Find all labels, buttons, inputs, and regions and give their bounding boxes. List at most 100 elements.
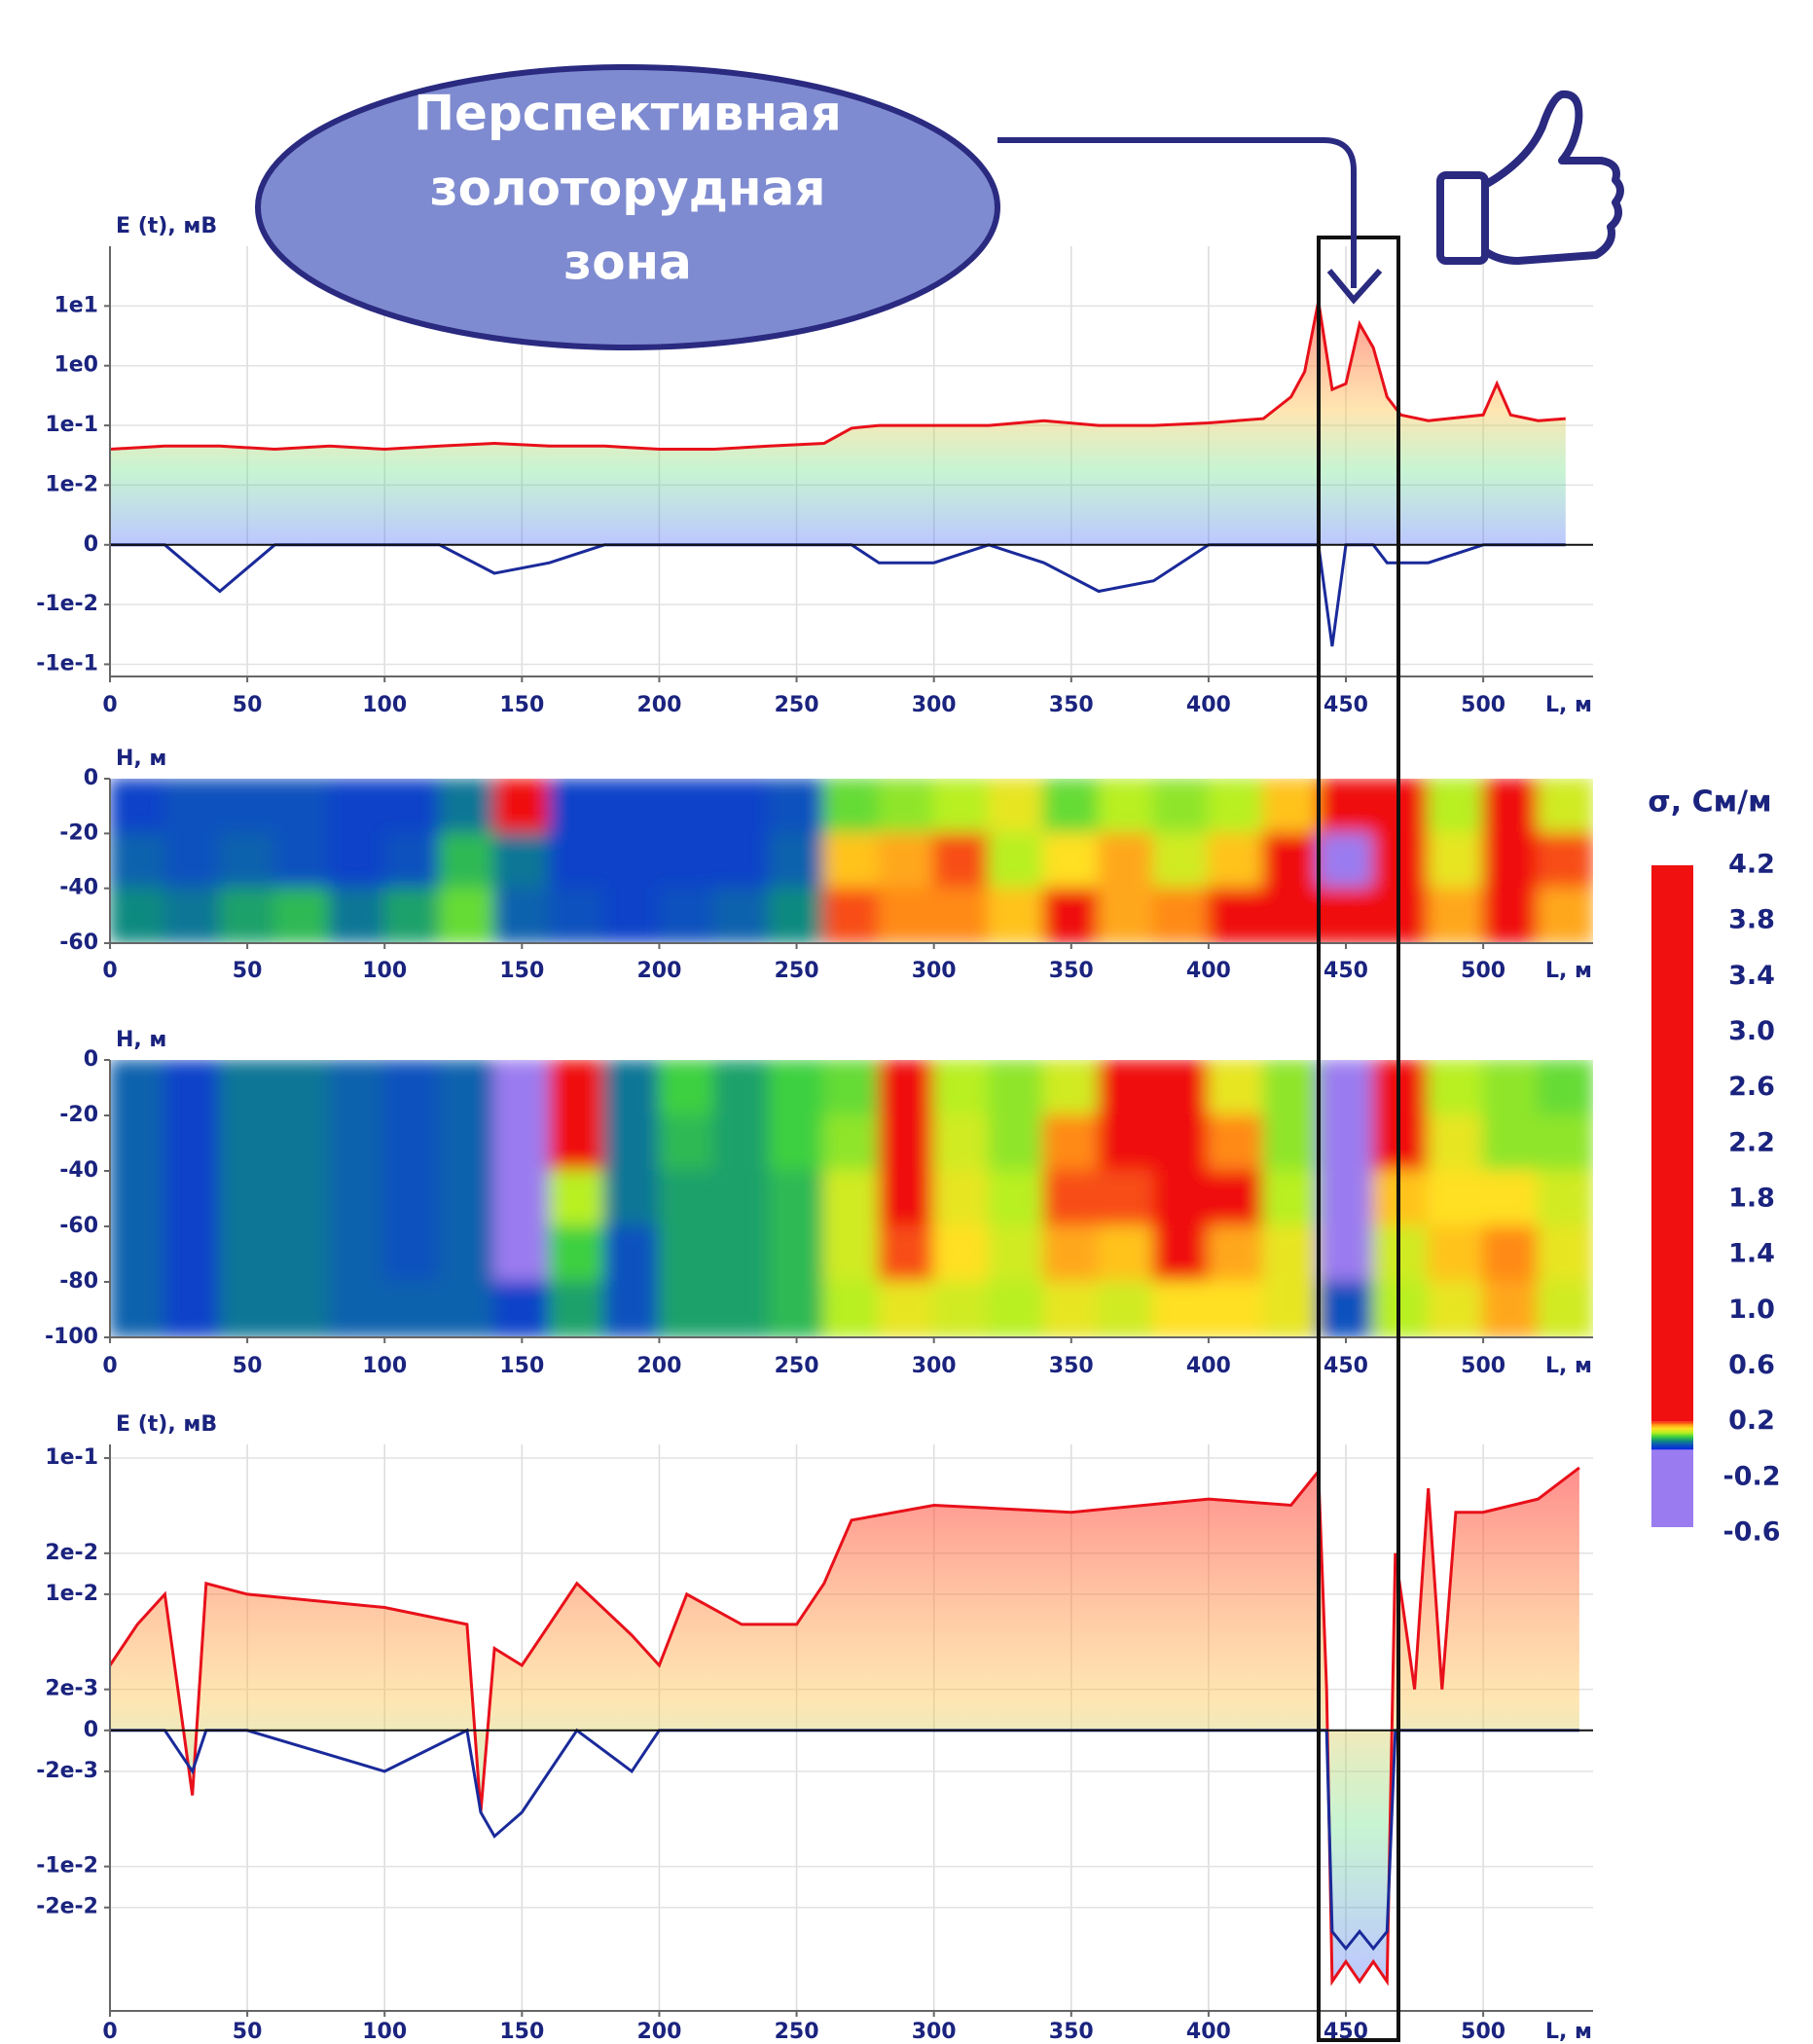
x-tick-label: 450 <box>1323 959 1368 983</box>
heat-cell <box>822 887 881 943</box>
heat-cell <box>1042 1281 1100 1337</box>
arrow-head <box>1326 268 1383 305</box>
colorbar-segment <box>1651 1440 1693 1442</box>
heat-cell <box>932 779 991 835</box>
colorbar-tick-label: 1.4 <box>1728 1239 1775 1269</box>
heat-cell <box>712 1060 771 1116</box>
heat-cell <box>1427 1060 1485 1116</box>
x-tick-label: 50 <box>233 959 263 983</box>
heat-cell <box>1262 832 1320 890</box>
heat-cell <box>328 1225 386 1283</box>
heat-cell <box>438 887 496 943</box>
y-tick-label: 0 <box>84 1718 98 1742</box>
heat-cell <box>163 1170 221 1227</box>
heat-cell <box>932 1060 991 1116</box>
heat-cell <box>493 1060 551 1116</box>
colorbar-tick-label: 3.0 <box>1728 1016 1775 1046</box>
heat-cell <box>712 1281 771 1337</box>
colorbar-segment <box>1651 865 1693 1422</box>
x-tick-label: 200 <box>636 693 681 717</box>
heat-cell <box>1262 1225 1320 1283</box>
heat-cell <box>1427 887 1485 943</box>
x-tick-label: 300 <box>912 1354 957 1378</box>
heat-cell <box>1098 1060 1155 1116</box>
heat-cell <box>1152 887 1210 943</box>
heat-cell <box>1317 887 1375 943</box>
heat-cell <box>988 832 1045 890</box>
heat-cell <box>383 1170 441 1227</box>
x-tick-label: 500 <box>1461 959 1505 983</box>
y-tick-label: -100 <box>45 1325 98 1349</box>
y-tick-label: 0 <box>84 1047 98 1072</box>
heat-cell <box>1537 1225 1593 1283</box>
heat-cell <box>1537 1060 1593 1116</box>
heat-cell <box>878 832 935 890</box>
x-tick-label: 150 <box>499 959 544 983</box>
heat-cell <box>1098 887 1155 943</box>
heat-cell <box>1098 1170 1155 1227</box>
heat-cell <box>218 887 276 943</box>
x-tick-label: 150 <box>499 2020 544 2044</box>
heat-cell <box>658 1281 715 1337</box>
heat-cell <box>1482 1281 1540 1337</box>
heat-cell <box>712 887 771 943</box>
heat-cell <box>658 779 715 835</box>
heat-cell <box>218 832 276 890</box>
y-tick-label: 2e-2 <box>45 1541 98 1565</box>
zone-frame <box>1317 236 1400 2042</box>
heat-cell <box>328 779 386 835</box>
colorbar-tick-label: -0.6 <box>1722 1517 1780 1548</box>
heat-cell <box>383 1060 441 1116</box>
x-tick-label: 100 <box>362 959 407 983</box>
heat-cell <box>1042 1225 1100 1283</box>
heat-cell <box>383 779 441 835</box>
heat-cell <box>878 1225 935 1283</box>
heat-cell <box>1482 832 1540 890</box>
heat-cell <box>1042 1170 1100 1227</box>
heat-cell <box>383 832 441 890</box>
heat-cell <box>988 1060 1045 1116</box>
colorbar-segment <box>1651 1433 1693 1436</box>
heat-cell <box>1152 1060 1210 1116</box>
heat-cell <box>878 887 935 943</box>
heat-cell <box>218 1170 276 1227</box>
heat-cell <box>712 1114 771 1172</box>
x-tick-label: 250 <box>775 2020 819 2044</box>
x-tick-label: 50 <box>233 1354 263 1378</box>
heat-cell <box>1372 1114 1430 1172</box>
heat-cell <box>1042 779 1100 835</box>
heat-cell <box>932 887 991 943</box>
y-tick-label: -80 <box>59 1269 98 1294</box>
heat-cell <box>163 1060 221 1116</box>
heat-cell <box>1372 1281 1430 1337</box>
x-tick-label: 400 <box>1186 1354 1231 1378</box>
heat-cell <box>1427 1225 1485 1283</box>
x-tick-label: 0 <box>102 693 117 717</box>
heat-cell <box>1152 1170 1210 1227</box>
heat-cell <box>1098 1114 1155 1172</box>
heat-cell <box>1372 832 1430 890</box>
x-tick-label: 50 <box>233 2020 263 2044</box>
heat-cell <box>1262 1170 1320 1227</box>
heat-cell <box>1262 779 1320 835</box>
heat-cell <box>493 832 551 890</box>
heat-cell <box>1482 779 1540 835</box>
heat-cell <box>1152 779 1210 835</box>
callout-line: Перспективная <box>414 86 842 142</box>
heat-cell <box>273 779 331 835</box>
heat-cell <box>712 1170 771 1227</box>
colorbar-segment <box>1651 1447 1693 1450</box>
heat-cell <box>1098 832 1155 890</box>
x-axis-title: L, м <box>1545 959 1592 983</box>
heat-cell <box>1152 832 1210 890</box>
heat-cell <box>273 1281 331 1337</box>
heat-cell <box>493 887 551 943</box>
colorbar-tick-label: 0.2 <box>1728 1405 1775 1436</box>
y-tick-label: -1e-1 <box>36 651 98 675</box>
heat-cell <box>1537 1170 1593 1227</box>
y-tick-label: 0 <box>84 532 98 557</box>
x-tick-label: 300 <box>912 693 957 717</box>
colorbar-segment <box>1651 1442 1693 1445</box>
heat-cell <box>768 887 825 943</box>
